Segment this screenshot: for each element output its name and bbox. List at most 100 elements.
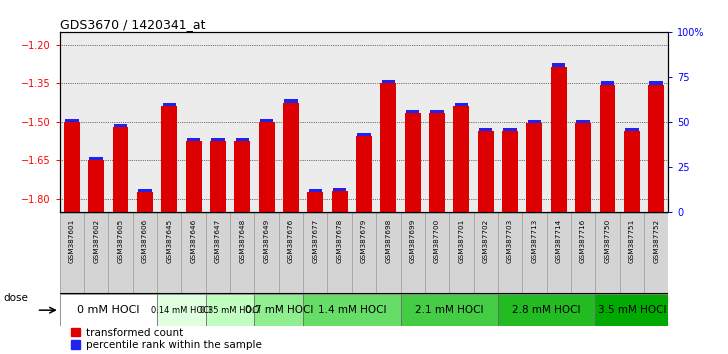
Bar (186, 199, 202, 212)
Text: GSM387646: GSM387646 (191, 218, 197, 263)
Text: 0.14 mM HOCl: 0.14 mM HOCl (151, 306, 212, 315)
Bar (454, 107, 470, 212)
Bar (234, 141, 250, 212)
Bar (600, 187, 615, 212)
Bar (430, 110, 444, 113)
Bar (356, 136, 372, 212)
Bar (65, 119, 79, 122)
Bar (206, 294, 255, 326)
Text: dose: dose (4, 293, 28, 303)
Bar (157, 294, 206, 326)
Bar (88, 160, 104, 212)
Bar (381, 83, 396, 212)
Bar (400, 294, 498, 326)
Bar (356, 199, 372, 212)
Text: GSM387647: GSM387647 (215, 218, 221, 263)
Bar (429, 194, 445, 212)
Text: GSM387676: GSM387676 (288, 218, 294, 263)
Text: 0 mM HOCl: 0 mM HOCl (77, 305, 140, 315)
Bar (162, 107, 177, 212)
Bar (137, 206, 153, 212)
Text: 2.8 mM HOCl: 2.8 mM HOCl (513, 305, 581, 315)
Bar (187, 138, 200, 141)
Bar (186, 141, 202, 212)
Bar (260, 119, 273, 122)
Text: GSM387601: GSM387601 (69, 218, 75, 263)
Bar (234, 199, 250, 212)
Text: 0.7 mM HOCl: 0.7 mM HOCl (245, 305, 313, 315)
Bar (526, 123, 542, 212)
Bar (284, 99, 298, 103)
Text: GSM387678: GSM387678 (336, 218, 343, 263)
Bar (258, 194, 274, 212)
Bar (162, 190, 177, 212)
Text: GSM387703: GSM387703 (507, 218, 513, 263)
Bar (211, 138, 225, 141)
Bar (113, 201, 128, 212)
Bar (332, 205, 347, 212)
Bar (113, 127, 128, 212)
Text: GSM387751: GSM387751 (629, 218, 635, 263)
Text: GSM387700: GSM387700 (434, 218, 440, 263)
Bar (596, 294, 668, 326)
Text: GSM387677: GSM387677 (312, 218, 318, 263)
Bar (528, 120, 541, 123)
Text: GSM387645: GSM387645 (166, 218, 173, 263)
Bar (114, 124, 127, 127)
Bar (498, 294, 596, 326)
Bar (307, 205, 323, 212)
Text: GSM387606: GSM387606 (142, 218, 148, 263)
Text: 1.4 mM HOCl: 1.4 mM HOCl (317, 305, 386, 315)
Bar (138, 189, 151, 193)
Bar (526, 195, 542, 212)
Bar (258, 122, 274, 212)
Text: GSM387750: GSM387750 (604, 218, 611, 263)
Text: GSM387602: GSM387602 (93, 218, 99, 263)
Text: GSM387752: GSM387752 (653, 218, 659, 263)
Bar (454, 190, 470, 212)
Bar (381, 80, 395, 83)
Bar (236, 138, 249, 141)
Bar (551, 67, 566, 212)
Bar (429, 113, 445, 212)
Bar (479, 128, 492, 131)
Bar (88, 194, 104, 212)
Text: GSM387699: GSM387699 (410, 218, 416, 263)
Text: GSM387679: GSM387679 (361, 218, 367, 263)
Bar (405, 113, 421, 212)
Bar (625, 128, 638, 131)
Bar (648, 85, 664, 212)
Bar (478, 199, 494, 212)
Bar (283, 103, 299, 212)
Bar (601, 81, 614, 85)
Text: GDS3670 / 1420341_at: GDS3670 / 1420341_at (60, 18, 205, 31)
Bar (600, 85, 615, 212)
Bar (455, 103, 468, 107)
Bar (64, 122, 80, 212)
Legend: transformed count, percentile rank within the sample: transformed count, percentile rank withi… (71, 328, 261, 350)
Bar (577, 120, 590, 123)
Bar (551, 176, 566, 212)
Bar (283, 190, 299, 212)
Bar (255, 294, 303, 326)
Bar (552, 63, 566, 67)
Bar (503, 128, 517, 131)
Text: GSM387605: GSM387605 (117, 218, 124, 263)
Text: 3.5 mM HOCl: 3.5 mM HOCl (598, 305, 666, 315)
Bar (575, 123, 591, 212)
Bar (405, 194, 421, 212)
Bar (210, 141, 226, 212)
Bar (303, 294, 400, 326)
Text: GSM387701: GSM387701 (459, 218, 464, 263)
Bar (210, 199, 226, 212)
Bar (624, 131, 640, 212)
Bar (90, 157, 103, 160)
Bar (406, 110, 419, 113)
Text: GSM387649: GSM387649 (264, 218, 269, 263)
Bar (162, 103, 176, 107)
Bar (478, 131, 494, 212)
Text: GSM387698: GSM387698 (385, 218, 392, 263)
Bar (333, 188, 347, 191)
Bar (309, 189, 322, 193)
Bar (502, 131, 518, 212)
